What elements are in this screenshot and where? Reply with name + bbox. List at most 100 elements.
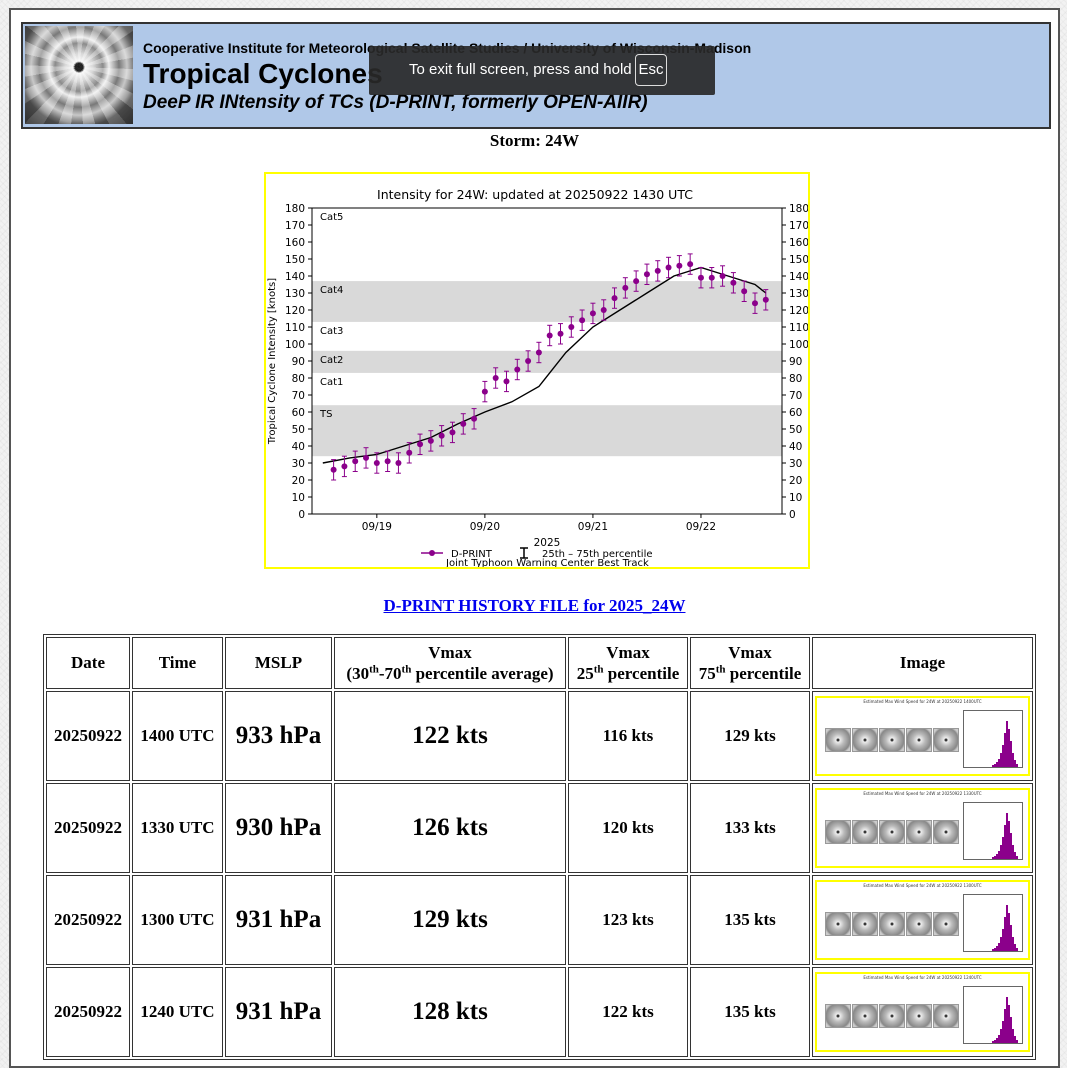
p25-cell: 120 kts bbox=[568, 783, 688, 873]
category-label: Cat3 bbox=[320, 326, 343, 337]
wind-speed-thumbnail[interactable]: Estimated Max Wind Speed for 24W at 2025… bbox=[815, 696, 1030, 776]
y-tick-label-right: 50 bbox=[789, 424, 802, 436]
y-tick-label-right: 70 bbox=[789, 390, 802, 402]
page-body: Cooperative Institute for Meteorological… bbox=[9, 8, 1060, 1068]
y-tick-label-right: 160 bbox=[789, 237, 808, 249]
histogram-bar bbox=[998, 1035, 1000, 1043]
dprint-point bbox=[633, 278, 640, 285]
mslp-cell: 930 hPa bbox=[225, 783, 332, 873]
history-file-link[interactable]: D-PRINT HISTORY FILE for 2025_24W bbox=[383, 596, 686, 615]
p75-cell: 129 kts bbox=[690, 691, 810, 781]
ir-frame-image bbox=[852, 912, 878, 936]
histogram-bar bbox=[992, 857, 994, 859]
histogram-bar bbox=[1012, 937, 1014, 951]
dprint-point bbox=[341, 463, 348, 470]
histogram-plot bbox=[963, 894, 1023, 952]
histogram-bar bbox=[998, 943, 1000, 951]
ir-frame-image bbox=[933, 728, 959, 752]
y-tick-label-left: 130 bbox=[285, 288, 305, 300]
dprint-point bbox=[643, 271, 650, 278]
vmax-cell: 129 kts bbox=[334, 875, 566, 965]
histogram-bar bbox=[1016, 1040, 1018, 1043]
histogram-bar bbox=[1016, 856, 1018, 859]
dprint-point bbox=[751, 300, 758, 307]
histogram-bar bbox=[1004, 733, 1006, 767]
histogram-bar bbox=[996, 762, 998, 767]
histogram-bar bbox=[1006, 997, 1008, 1043]
image-cell: Estimated Max Wind Speed for 24W at 2025… bbox=[812, 967, 1033, 1057]
dprint-point bbox=[557, 330, 564, 337]
histogram-bar bbox=[1012, 753, 1014, 767]
page-subtitle: DeeP IR INtensity of TCs (D-PRINT, forme… bbox=[143, 92, 648, 113]
table-row: 20250922 1330 UTC 930 hPa 126 kts 120 kts 133… bbox=[46, 783, 1033, 873]
dprint-point bbox=[449, 429, 456, 436]
ir-frame-image bbox=[933, 1004, 959, 1028]
dprint-point bbox=[589, 310, 596, 317]
wind-speed-thumbnail[interactable]: Estimated Max Wind Speed for 24W at 2025… bbox=[815, 880, 1030, 960]
dprint-point bbox=[762, 296, 769, 303]
y-tick-label-left: 160 bbox=[285, 237, 305, 249]
p75-cell: 133 kts bbox=[690, 783, 810, 873]
histogram-plot bbox=[963, 710, 1023, 768]
y-tick-label-left: 120 bbox=[285, 305, 305, 317]
y-tick-label-right: 60 bbox=[789, 407, 802, 419]
time-cell: 1300 UTC bbox=[132, 875, 223, 965]
header-date: Date bbox=[46, 637, 130, 689]
histogram-bar bbox=[994, 764, 996, 767]
category-band bbox=[312, 281, 782, 322]
date-cell: 20250922 bbox=[46, 783, 130, 873]
dprint-point bbox=[471, 415, 478, 422]
histogram-bar bbox=[1010, 1017, 1012, 1043]
ir-frame-image bbox=[906, 728, 932, 752]
histogram-bar bbox=[1000, 937, 1002, 951]
histogram-bar bbox=[1014, 852, 1016, 859]
dprint-point bbox=[525, 358, 532, 364]
histogram-bar bbox=[1010, 741, 1012, 767]
y-tick-label-left: 80 bbox=[292, 373, 305, 385]
histogram-bar bbox=[998, 759, 1000, 767]
histogram-bar bbox=[996, 946, 998, 951]
category-band bbox=[312, 405, 782, 457]
wind-speed-thumbnail[interactable]: Estimated Max Wind Speed for 24W at 2025… bbox=[815, 788, 1030, 868]
intensity-chart: TS Cat1 Cat2 Cat3 Cat4 Cat5 0 0 10 10 20 20 30 30 40 40… bbox=[264, 172, 810, 569]
histogram-bar bbox=[1002, 837, 1004, 859]
image-cell: Estimated Max Wind Speed for 24W at 2025… bbox=[812, 783, 1033, 873]
histogram-bar bbox=[1008, 821, 1010, 859]
y-tick-label-left: 90 bbox=[292, 356, 305, 368]
y-tick-label-right: 90 bbox=[789, 356, 802, 368]
dprint-point bbox=[330, 466, 337, 473]
y-tick-label-right: 150 bbox=[789, 254, 808, 266]
histogram-bar bbox=[992, 949, 994, 951]
histogram-bar bbox=[1008, 729, 1010, 767]
histogram-bar bbox=[1014, 944, 1016, 951]
histogram-bar bbox=[1000, 845, 1002, 859]
category-label: Cat5 bbox=[320, 212, 343, 223]
histogram-bar bbox=[992, 1041, 994, 1043]
dprint-point bbox=[406, 449, 413, 456]
ir-frame-image bbox=[906, 912, 932, 936]
y-tick-label-right: 130 bbox=[789, 288, 808, 300]
dprint-point bbox=[622, 284, 629, 291]
histogram-bar bbox=[1004, 917, 1006, 951]
y-tick-label-right: 170 bbox=[789, 220, 808, 232]
dprint-point bbox=[373, 460, 380, 466]
dprint-point bbox=[611, 295, 618, 302]
histogram-bar bbox=[1006, 905, 1008, 951]
y-axis-label: Tropical Cyclone Intensity [knots] bbox=[267, 278, 278, 445]
histogram-bar bbox=[996, 1038, 998, 1043]
y-tick-label-right: 20 bbox=[789, 475, 802, 487]
dprint-point bbox=[514, 366, 521, 373]
dprint-point bbox=[730, 279, 737, 286]
histogram-bar bbox=[1000, 1029, 1002, 1043]
ir-frame-image bbox=[852, 820, 878, 844]
category-band bbox=[312, 350, 782, 373]
category-label: Cat4 bbox=[320, 285, 343, 296]
dprint-point bbox=[665, 264, 672, 271]
dprint-point bbox=[535, 349, 542, 356]
ir-frame-image bbox=[906, 820, 932, 844]
dprint-point bbox=[579, 317, 586, 324]
histogram-bar bbox=[1004, 1009, 1006, 1043]
vmax-cell: 126 kts bbox=[334, 783, 566, 873]
date-cell: 20250922 bbox=[46, 691, 130, 781]
wind-speed-thumbnail[interactable]: Estimated Max Wind Speed for 24W at 2025… bbox=[815, 972, 1030, 1052]
